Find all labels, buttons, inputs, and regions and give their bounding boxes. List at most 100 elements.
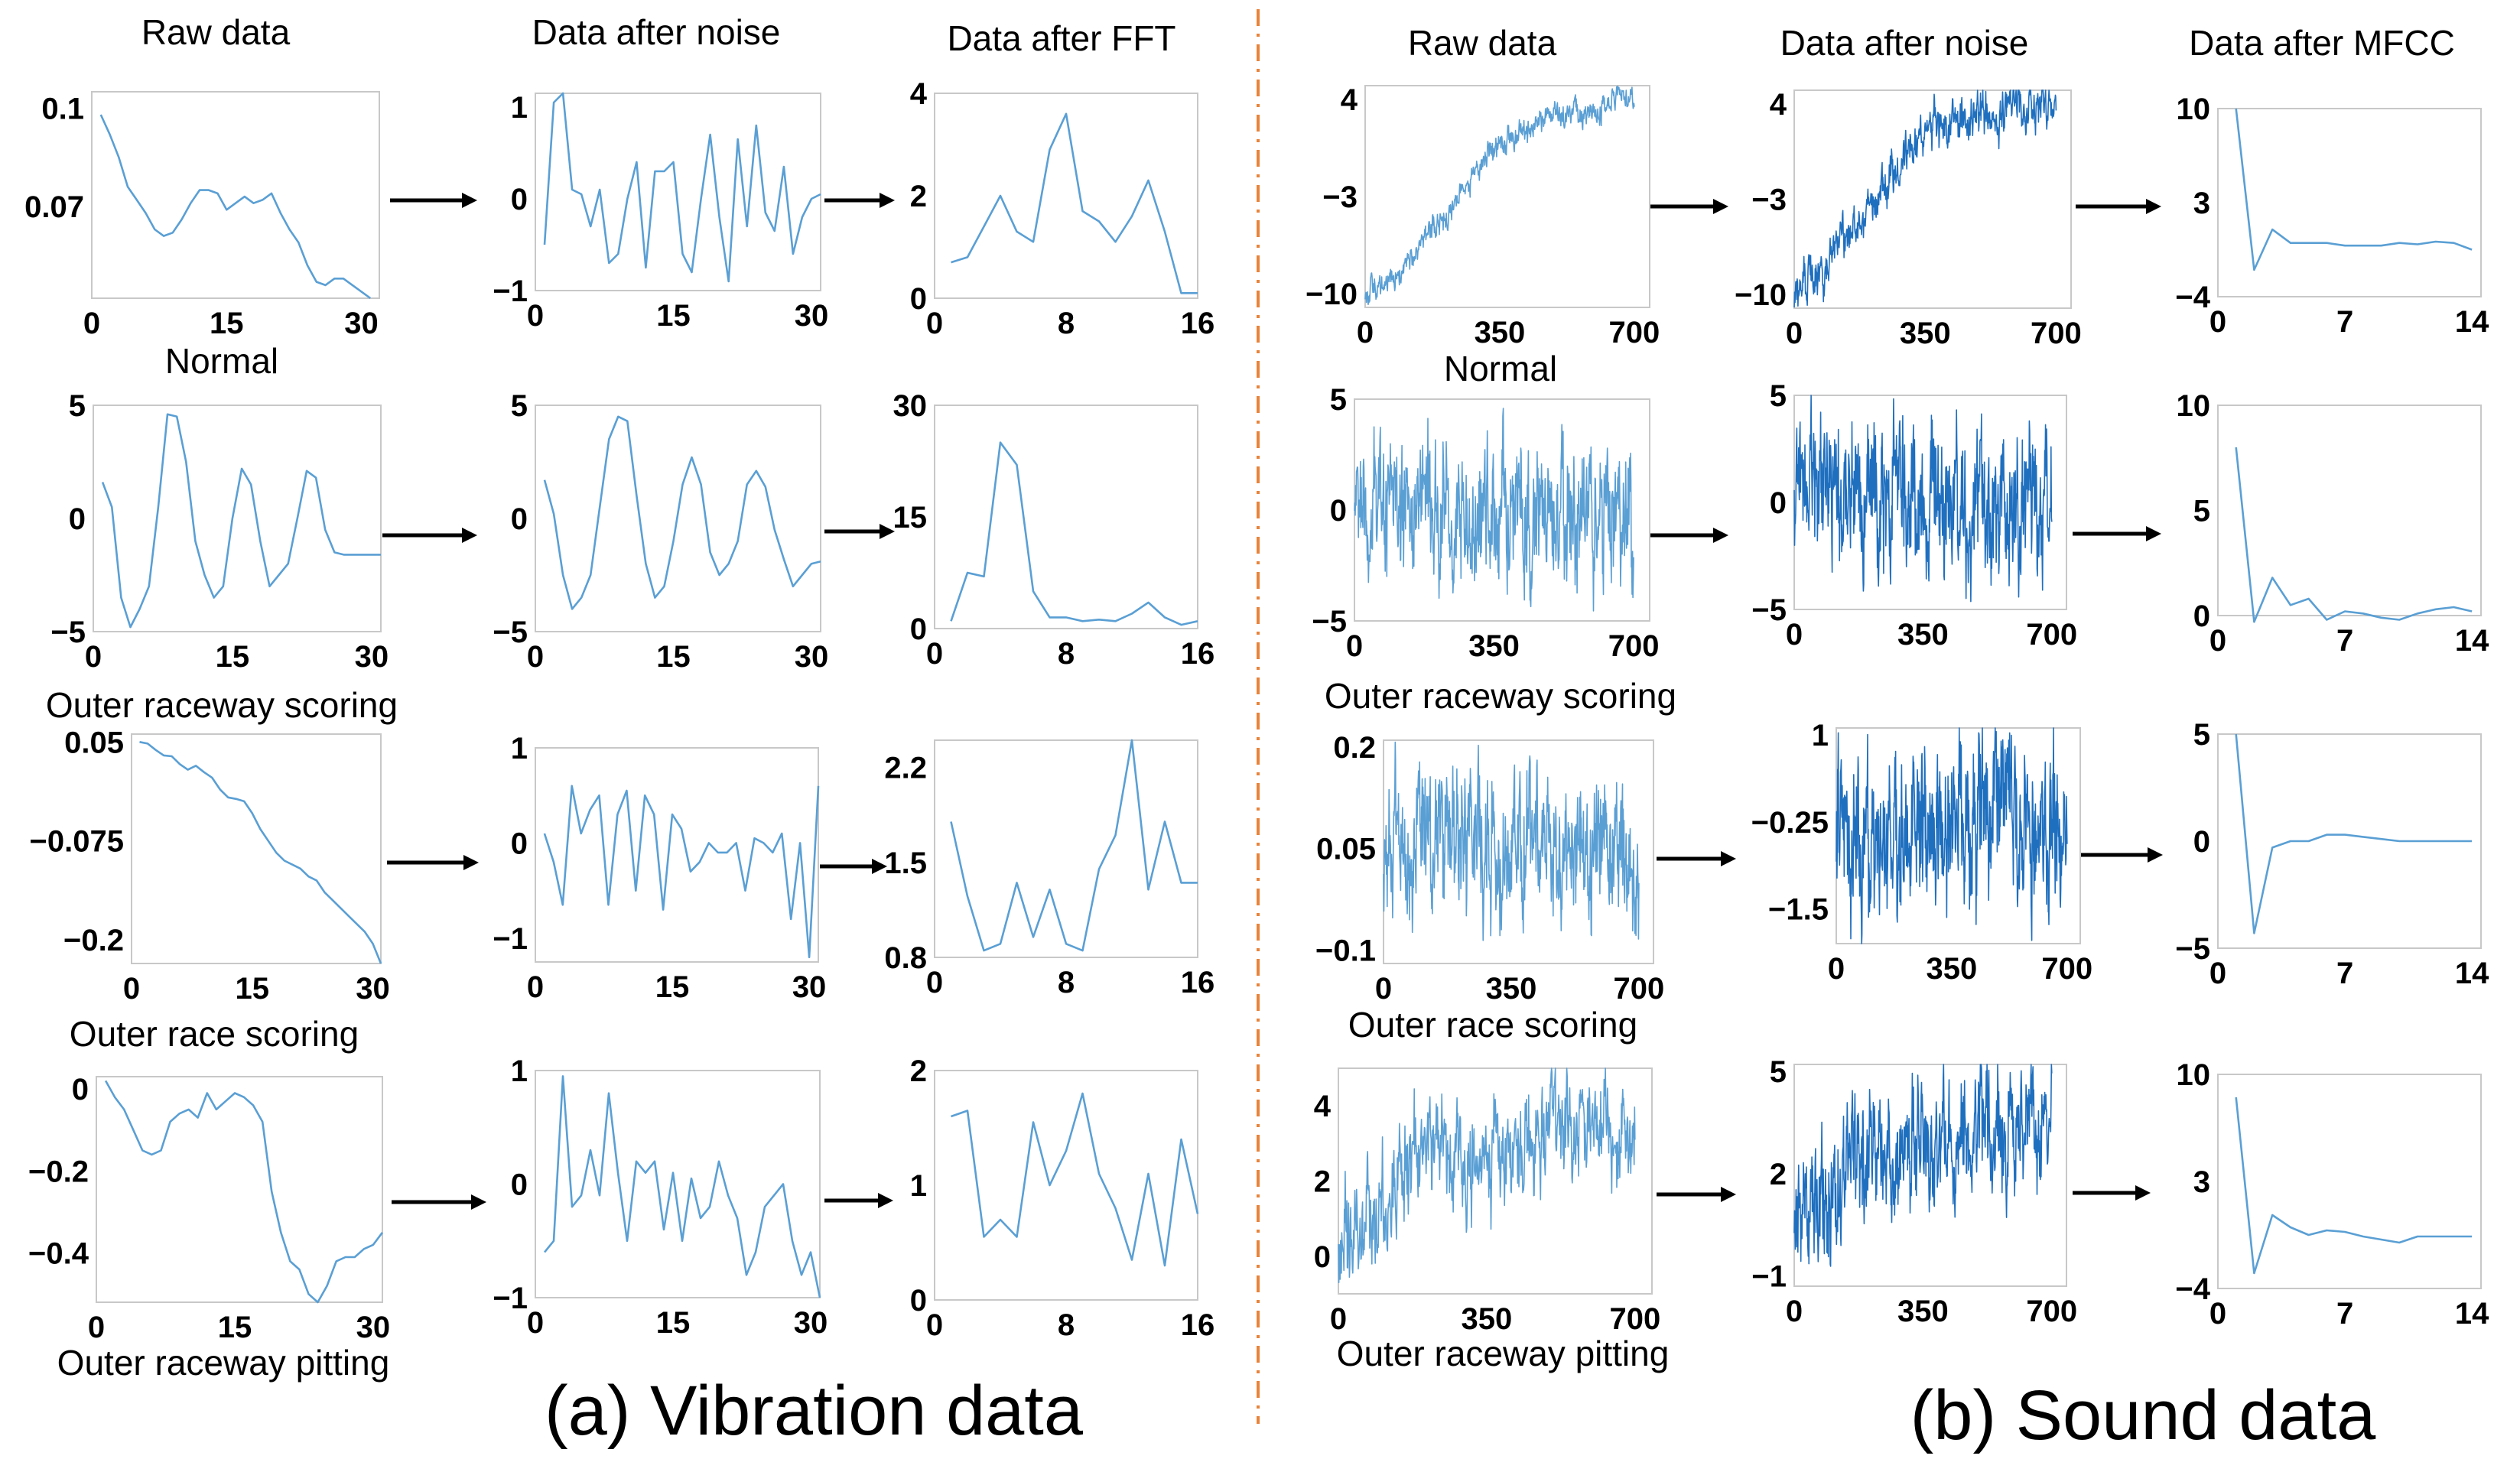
series-line <box>99 114 372 300</box>
arrow <box>390 193 477 208</box>
y-tick-label: 3 <box>2193 187 2210 220</box>
y-tick-label: −10 <box>1306 278 1358 311</box>
series-line <box>2235 733 2473 934</box>
x-tick-label: 350 <box>1462 1302 1513 1336</box>
y-tick-label: −0.25 <box>1751 806 1829 840</box>
y-tick-label: 1.5 <box>884 846 927 880</box>
series-line <box>951 1092 1199 1267</box>
x-tick-label: 8 <box>1058 637 1075 671</box>
y-tick-label: −1 <box>1751 1260 1787 1294</box>
x-tick-label: 14 <box>2455 305 2489 339</box>
y-tick-label: 2 <box>1314 1165 1331 1199</box>
y-tick-label: 0 <box>910 1284 927 1318</box>
header-sound-mfcc: Data after MFCC <box>2189 23 2455 63</box>
y-tick-label: 3 <box>2193 1165 2210 1199</box>
arrow <box>1650 199 1728 214</box>
x-tick-label: 14 <box>2455 1297 2489 1331</box>
x-tick-label: 700 <box>2026 618 2077 652</box>
y-tick-label: 5 <box>1330 383 1347 417</box>
x-tick-label: 15 <box>656 1306 691 1340</box>
x-tick-label: 0 <box>2209 305 2226 339</box>
x-tick-label: 0 <box>1375 972 1392 1006</box>
arrow <box>2073 526 2161 541</box>
arrow <box>820 859 887 874</box>
plot-frame <box>2217 405 2482 616</box>
x-tick-label: 30 <box>795 299 829 333</box>
y-tick-label: 0 <box>1770 486 1787 520</box>
y-tick-label: 0 <box>69 502 86 536</box>
y-tick-label: 0.8 <box>884 941 927 975</box>
plot-frame <box>2217 1074 2482 1289</box>
x-tick-label: 0 <box>1786 317 1803 350</box>
x-tick-label: 0 <box>1786 1295 1803 1328</box>
y-tick-label: −10 <box>1735 278 1787 312</box>
y-tick-label: −5 <box>1312 605 1347 639</box>
header-vibration-fft: Data after FFT <box>947 18 1175 58</box>
y-tick-label: 10 <box>2177 1058 2211 1092</box>
caption-vibration: (a) Vibration data <box>545 1372 1084 1450</box>
chart-vibration-row3-raw-data: 0 15 30 0.05 −0.075 −0.2 <box>30 726 390 1006</box>
x-tick-label: 15 <box>656 299 691 333</box>
chart-vibration-row1-data-after-fft: 0 8 16 4 2 0 <box>910 77 1215 340</box>
y-tick-label: −1 <box>493 1282 528 1315</box>
row-label-vibration-raceway-scoring: Outer raceway scoring <box>46 685 398 725</box>
row-label-vibration-raceway-pitting: Outer raceway pitting <box>57 1343 390 1383</box>
y-tick-label: 1 <box>511 732 528 765</box>
series-line <box>950 441 1198 626</box>
chart-vibration-row2-data-after-fft: 0 8 16 30 15 0 <box>893 389 1215 671</box>
arrow <box>824 524 895 539</box>
y-tick-label: 15 <box>893 501 928 535</box>
row-label-sound-raceway-scoring: Outer raceway scoring <box>1325 676 1676 716</box>
row-label-sound-race-scoring: Outer race scoring <box>1348 1005 1637 1045</box>
series-line <box>101 413 381 629</box>
chart-sound-row4-data-after-mfcc: 0 7 14 10 3 −4 <box>2175 1058 2489 1331</box>
arrow <box>2076 199 2161 214</box>
x-tick-label: 0 <box>926 637 943 671</box>
y-tick-label: 2 <box>910 180 927 213</box>
y-tick-label: 1 <box>511 91 528 125</box>
plot-frame <box>1364 85 1650 308</box>
row-label-vibration-race-scoring: Outer race scoring <box>70 1014 359 1054</box>
series-line <box>1793 89 2057 308</box>
x-tick-label: 0 <box>83 307 100 340</box>
x-tick-label: 0 <box>527 970 544 1004</box>
header-vibration-raw: Raw data <box>141 12 291 52</box>
y-tick-label: −5 <box>493 616 528 649</box>
y-tick-label: 4 <box>1341 83 1358 117</box>
x-tick-label: 0 <box>926 966 943 999</box>
x-tick-label: 350 <box>1897 1295 1949 1328</box>
y-tick-label: −0.2 <box>63 924 124 957</box>
x-tick-label: 350 <box>1475 316 1526 349</box>
plot-frame <box>934 739 1198 958</box>
chart-sound-row3-raw-data: 0 350 700 0.2 0.05 −0.1 <box>1315 731 1664 1006</box>
x-tick-label: 30 <box>355 640 389 674</box>
x-tick-label: 8 <box>1058 307 1075 340</box>
series-line <box>543 785 820 959</box>
y-tick-label: 0.07 <box>24 190 84 224</box>
y-tick-label: 1 <box>910 1169 927 1203</box>
x-tick-label: 0 <box>1346 629 1363 663</box>
x-tick-label: 0 <box>1828 952 1845 986</box>
y-tick-label: 0 <box>511 1168 528 1202</box>
y-tick-label: 2 <box>910 1054 927 1088</box>
plot-frame <box>91 91 380 299</box>
x-tick-label: 0 <box>1330 1302 1347 1336</box>
x-tick-label: 0 <box>2209 624 2226 658</box>
y-tick-label: 5 <box>511 389 528 423</box>
x-tick-label: 7 <box>2336 305 2353 339</box>
caption-sound: (b) Sound data <box>1910 1376 2376 1454</box>
y-tick-label: 0.05 <box>64 726 124 759</box>
plot-frame <box>2217 108 2482 297</box>
header-sound-noise: Data after noise <box>1780 23 2029 63</box>
chart-vibration-row3-data-after-fft: 0 8 16 2.2 1.5 0.8 <box>884 739 1214 999</box>
x-tick-label: 0 <box>85 640 102 674</box>
y-tick-label: 0 <box>72 1073 89 1106</box>
y-tick-label: −5 <box>1751 593 1787 627</box>
x-tick-label: 30 <box>356 972 390 1006</box>
arrow <box>1657 1187 1736 1202</box>
x-tick-label: 15 <box>216 640 250 674</box>
